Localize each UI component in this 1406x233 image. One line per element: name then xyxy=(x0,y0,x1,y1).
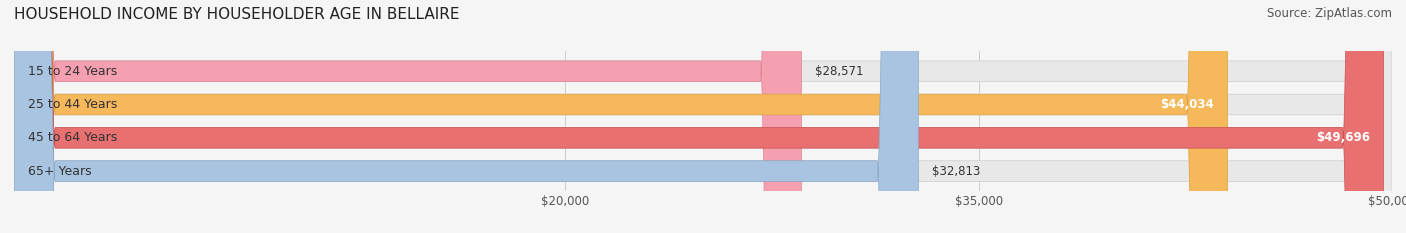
Text: $32,813: $32,813 xyxy=(932,164,980,178)
FancyBboxPatch shape xyxy=(14,0,801,233)
FancyBboxPatch shape xyxy=(14,0,1392,233)
FancyBboxPatch shape xyxy=(14,0,918,233)
FancyBboxPatch shape xyxy=(14,0,1227,233)
Text: 25 to 44 Years: 25 to 44 Years xyxy=(28,98,117,111)
Text: $49,696: $49,696 xyxy=(1316,131,1369,144)
Text: $44,034: $44,034 xyxy=(1160,98,1213,111)
Text: $28,571: $28,571 xyxy=(815,65,863,78)
Text: 45 to 64 Years: 45 to 64 Years xyxy=(28,131,117,144)
FancyBboxPatch shape xyxy=(14,0,1392,233)
Text: 65+ Years: 65+ Years xyxy=(28,164,91,178)
Text: Source: ZipAtlas.com: Source: ZipAtlas.com xyxy=(1267,7,1392,20)
Text: 15 to 24 Years: 15 to 24 Years xyxy=(28,65,117,78)
FancyBboxPatch shape xyxy=(14,0,1392,233)
FancyBboxPatch shape xyxy=(14,0,1384,233)
Text: HOUSEHOLD INCOME BY HOUSEHOLDER AGE IN BELLAIRE: HOUSEHOLD INCOME BY HOUSEHOLDER AGE IN B… xyxy=(14,7,460,22)
FancyBboxPatch shape xyxy=(14,0,1392,233)
